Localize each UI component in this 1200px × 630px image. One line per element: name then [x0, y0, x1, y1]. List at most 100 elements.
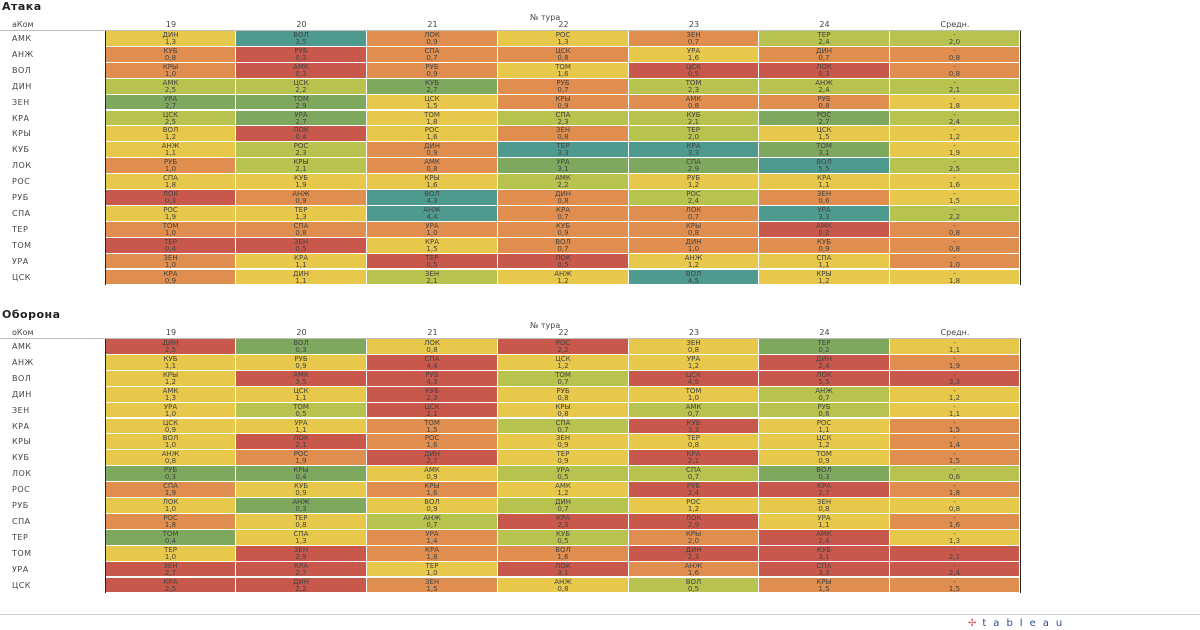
value-label: 1,5 — [426, 584, 438, 593]
value-label: 0,8 — [687, 101, 700, 110]
heat-cell: АНЖ 1,2 — [629, 253, 759, 270]
value-label: 1,2 — [557, 489, 569, 498]
heat-cell: СПА 4,4 — [367, 354, 498, 371]
opponent-label: ТОМ — [293, 94, 309, 103]
value-label: 1,2 — [818, 441, 830, 450]
heat-cell: АНЖ 1,6 — [629, 561, 759, 578]
tableau-logo[interactable]: ✢ tableau — [968, 618, 1069, 629]
value-label: 1,9 — [164, 489, 177, 498]
value-label: 5,5 — [818, 377, 830, 386]
average-marker: - — [953, 450, 956, 459]
opponent-label: ЛОК — [162, 498, 179, 506]
value-label: 0,8 — [557, 584, 569, 593]
heat-cell: КРЫ 1,5 — [759, 577, 890, 594]
heat-cell: КРА 3,3 — [629, 142, 759, 159]
heat-cell: РОС 1,3 — [498, 31, 629, 47]
opponent-label: КРЫ — [424, 174, 440, 183]
heat-cell: ЗЕН 0,8 — [759, 498, 890, 514]
opponent-label: ДИН — [162, 31, 179, 39]
header-divider — [0, 30, 1022, 31]
opponent-label: ЦСК — [424, 94, 440, 103]
heat-cell: АМК 1,3 — [106, 386, 236, 403]
opponent-label: СПА — [686, 158, 701, 167]
heat-cell: РУБ 0,8 — [498, 386, 629, 403]
average-marker: - — [953, 237, 956, 246]
opponent-label: ЦСК — [162, 418, 179, 427]
opponent-label: ТЕР — [425, 253, 439, 262]
value-label: 3,3 — [818, 212, 830, 221]
opponent-label: АНЖ — [161, 142, 180, 151]
opponent-label: АНЖ — [554, 269, 572, 278]
average-cell: -2,1 — [890, 78, 1020, 95]
heat-cell: ТЕР 3,3 — [498, 142, 629, 159]
opponent-label: РОС — [293, 450, 309, 459]
average-value: 0,8 — [948, 505, 961, 513]
heat-cell: РУБ 0,7 — [498, 78, 629, 95]
opponent-label: ТОМ — [424, 110, 440, 119]
value-label: 0,7 — [557, 85, 569, 94]
opponent-label: ЦСК — [555, 46, 571, 55]
team-label: ТЕР — [12, 224, 29, 234]
heat-cell: ЛОК 2,1 — [236, 434, 367, 451]
heat-cell: КРЫ 1,6 — [367, 482, 498, 498]
opponent-label: КРА — [817, 482, 831, 491]
heat-cell: УРА 1,1 — [236, 418, 367, 435]
opponent-label: КУБ — [163, 46, 178, 55]
heat-cell: КУБ 3,3 — [629, 418, 759, 435]
opponent-label: РОС — [555, 339, 571, 347]
heat-cell: ЛОК 1,0 — [106, 498, 236, 514]
opponent-label: РУБ — [686, 174, 701, 183]
opponent-label: ЗЕН — [686, 31, 701, 39]
opponent-label: ДИН — [162, 339, 179, 347]
average-value: 3,3 — [948, 377, 961, 386]
heat-cell: СПА 2,9 — [629, 158, 759, 175]
opponent-label: ЛОК — [816, 62, 832, 71]
heat-cell: АМК 0,8 — [367, 158, 498, 175]
value-label: 0,7 — [818, 53, 830, 62]
average-marker: - — [953, 529, 956, 538]
average-marker: - — [953, 498, 956, 506]
average-cell: -0,8 — [890, 46, 1020, 63]
value-label: 1,5 — [426, 244, 438, 253]
opponent-label: КРА — [163, 577, 178, 586]
heat-cell: КУБ 3,1 — [759, 545, 890, 562]
value-label: 0,8 — [557, 53, 569, 62]
value-label: 3,3 — [818, 568, 830, 577]
average-marker: - — [953, 94, 956, 103]
value-label: 1,8 — [164, 520, 177, 529]
opponent-label: АМК — [816, 529, 832, 538]
value-label: 1,2 — [687, 361, 700, 370]
value-label: 1,2 — [557, 361, 569, 370]
heat-cell: РОС 1,8 — [106, 513, 236, 530]
heat-cell: ЗЕН 0,8 — [629, 339, 759, 355]
average-value: 2,4 — [948, 568, 961, 577]
heat-cell: СПА 0,7 — [367, 46, 498, 63]
heat-cell: ВОЛ 0,9 — [367, 498, 498, 514]
team-label: ЗЕН — [12, 405, 30, 415]
opponent-label: РОС — [816, 110, 832, 119]
heat-cell: ТОМ 0,9 — [759, 450, 890, 467]
value-label: 2,0 — [687, 536, 700, 545]
opponent-label: ЛОК — [685, 205, 702, 214]
heat-cell: ВОЛ 5,5 — [759, 158, 890, 175]
heat-cell: УРА 3,1 — [498, 158, 629, 175]
opponent-label: ЗЕН — [293, 545, 309, 554]
heat-cell: АНЖ 1,2 — [498, 269, 629, 286]
value-label: 0,9 — [295, 197, 307, 205]
opponent-label: ЗЕН — [686, 339, 701, 347]
heat-cell: КРЫ 0,9 — [498, 94, 629, 111]
opponent-label: ТЕР — [687, 126, 700, 135]
average-cell: -1,8 — [890, 482, 1020, 498]
value-label: 0,6 — [818, 197, 830, 205]
opponent-label: ТОМ — [816, 450, 832, 459]
value-label: 0,7 — [687, 473, 700, 482]
opponent-label: АНЖ — [684, 561, 703, 570]
value-label: 0,9 — [818, 457, 830, 466]
opponent-label: ЗЕН — [555, 126, 571, 135]
grid-left-border — [105, 31, 106, 286]
opponent-label: УРА — [686, 46, 701, 55]
average-marker: - — [953, 482, 956, 491]
tableau-wordmark: tableau — [982, 618, 1070, 629]
value-label: 0,8 — [164, 457, 177, 466]
average-value: 1,4 — [948, 441, 961, 450]
